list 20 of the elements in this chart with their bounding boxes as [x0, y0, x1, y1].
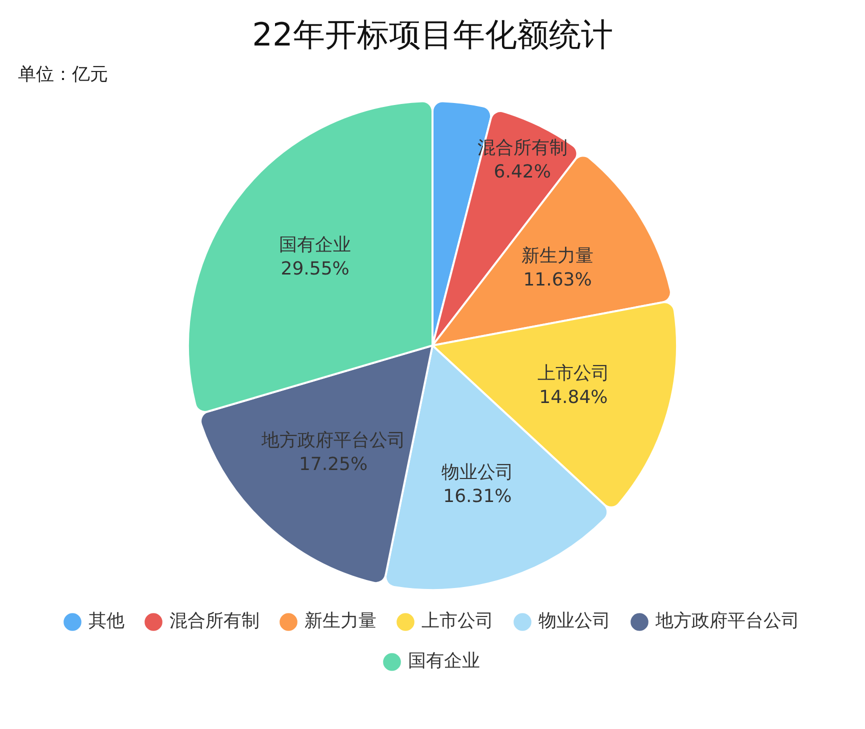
legend-label: 新生力量 — [304, 610, 376, 632]
slice-label: 上市公司 — [537, 362, 610, 384]
slice-label: 新生力量 — [522, 245, 594, 266]
slice-label: 国有企业 — [279, 234, 352, 256]
chart-title: 22年开标项目年化额统计 — [252, 16, 613, 54]
legend-label: 混合所有制 — [170, 610, 260, 632]
chart-subtitle: 单位：亿元 — [18, 64, 108, 85]
slice-label: 地方政府平台公司 — [260, 430, 406, 452]
legend-label: 上市公司 — [422, 610, 494, 632]
data-label: 17.25% — [298, 454, 368, 476]
data-label: 6.42% — [494, 162, 551, 183]
data-label: 11.63% — [523, 269, 592, 290]
slice-label: 物业公司 — [441, 462, 514, 483]
legend-label: 国有企业 — [408, 650, 480, 672]
data-label: 14.84% — [539, 386, 608, 408]
data-label: 29.55% — [280, 258, 350, 280]
legend-label: 地方政府平台公司 — [654, 610, 800, 632]
legend-label: 其他 — [88, 610, 124, 632]
data-label: 16.31% — [443, 486, 512, 507]
legend-label: 物业公司 — [538, 610, 610, 632]
